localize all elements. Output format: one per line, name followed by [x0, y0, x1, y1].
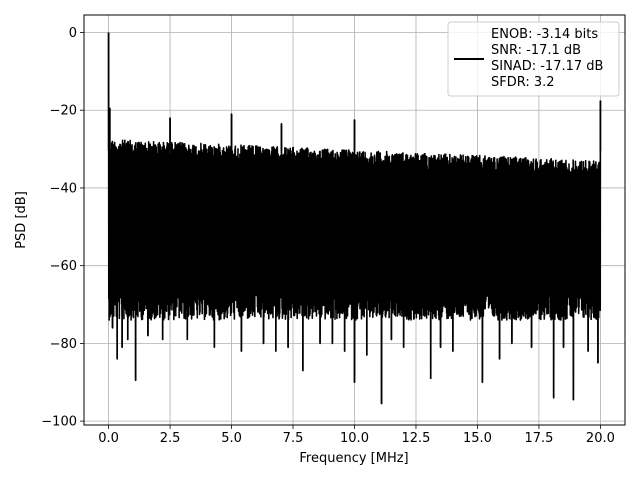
- legend-snr: SNR: -17.1 dB: [491, 43, 581, 58]
- y-tick-label: −40: [50, 181, 77, 196]
- x-tick-label: 2.5: [160, 431, 181, 446]
- y-tick-label: −80: [50, 337, 77, 352]
- x-axis-label: Frequency [MHz]: [299, 451, 408, 466]
- legend: ENOB: -3.14 bits SNR: -17.1 dB SINAD: -1…: [447, 21, 620, 97]
- ticks: 0.0 2.5 5.0 7.5 10.0 12.5 15.0 17.5 20.0 0 −20 −40 −…: [41, 26, 615, 446]
- x-tick-label: 17.5: [524, 431, 553, 446]
- x-tick-label: 0.0: [98, 431, 119, 446]
- legend-box: [447, 21, 620, 97]
- y-tick-label: −60: [50, 259, 77, 274]
- x-tick-label: 5.0: [221, 431, 242, 446]
- x-tick-label: 20.0: [586, 431, 615, 446]
- legend-sinad: SINAD: -17.17 dB: [491, 59, 603, 74]
- y-tick-label: −20: [50, 104, 77, 119]
- plot-area: [107, 32, 602, 405]
- y-axis-label: PSD [dB]: [14, 191, 29, 249]
- legend-enob: ENOB: -3.14 bits: [491, 27, 598, 42]
- y-tick-label: 0: [69, 26, 77, 41]
- x-tick-label: 15.0: [463, 431, 492, 446]
- x-tick-label: 10.0: [340, 431, 369, 446]
- x-tick-label: 12.5: [402, 431, 431, 446]
- legend-sfdr: SFDR: 3.2: [491, 75, 555, 90]
- y-tick-label: −100: [41, 415, 77, 430]
- x-tick-label: 7.5: [283, 431, 304, 446]
